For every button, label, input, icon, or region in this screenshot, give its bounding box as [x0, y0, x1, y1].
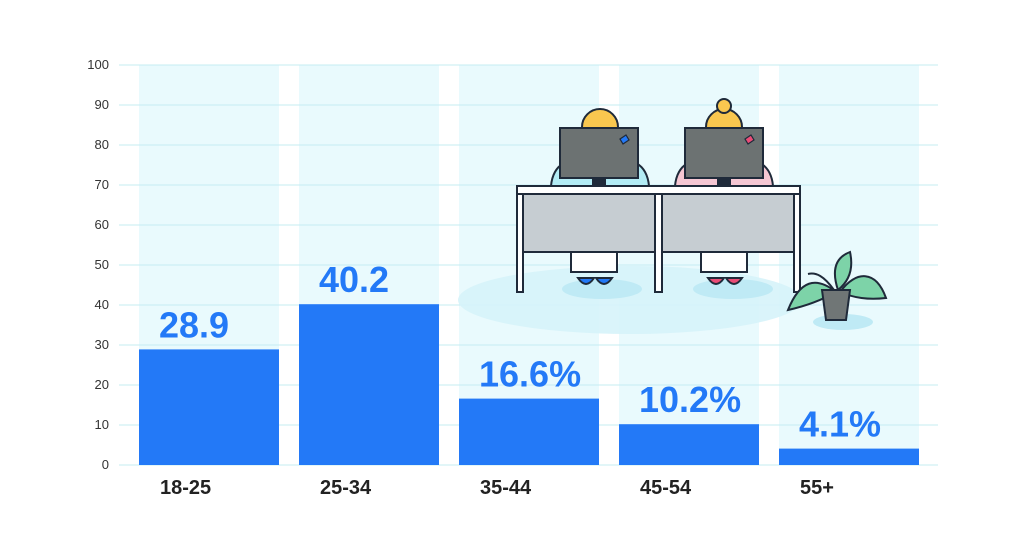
data-label: 40.2 — [319, 259, 389, 300]
y-tick-label: 40 — [95, 297, 109, 312]
bar — [299, 304, 439, 465]
x-tick-label: 25-34 — [320, 477, 372, 499]
potted-plant-icon — [786, 250, 888, 330]
monitor-icon — [559, 127, 639, 186]
x-tick-label: 18-25 — [160, 477, 211, 499]
y-tick-label: 60 — [95, 217, 109, 232]
y-tick-label: 10 — [95, 417, 109, 432]
data-label: 10.2% — [639, 379, 741, 420]
office-desk-illustration — [458, 98, 888, 334]
data-label: 16.6% — [479, 354, 581, 395]
bar — [619, 424, 759, 465]
data-label: 4.1% — [799, 404, 881, 445]
x-tick-label: 45-54 — [640, 477, 692, 499]
y-tick-label: 100 — [87, 57, 109, 72]
x-tick-label: 55+ — [800, 477, 834, 499]
monitor-icon — [684, 127, 764, 186]
y-tick-label: 30 — [95, 337, 109, 352]
y-tick-label: 80 — [95, 137, 109, 152]
bar-layer — [139, 304, 919, 465]
bar — [459, 398, 599, 465]
label-layer: 0 10 20 30 40 50 60 70 80 90 100 28.9 18-25 40.2 25-34… — [87, 57, 881, 499]
y-tick-label: 90 — [95, 97, 109, 112]
y-tick-label: 0 — [102, 457, 109, 472]
data-label: 28.9 — [159, 304, 229, 345]
y-tick-label: 50 — [95, 257, 109, 272]
bar — [139, 349, 279, 465]
y-tick-label: 70 — [95, 177, 109, 192]
y-tick-label: 20 — [95, 377, 109, 392]
bar — [779, 448, 919, 465]
x-tick-label: 35-44 — [480, 477, 532, 499]
office-desk-icon — [516, 185, 801, 293]
